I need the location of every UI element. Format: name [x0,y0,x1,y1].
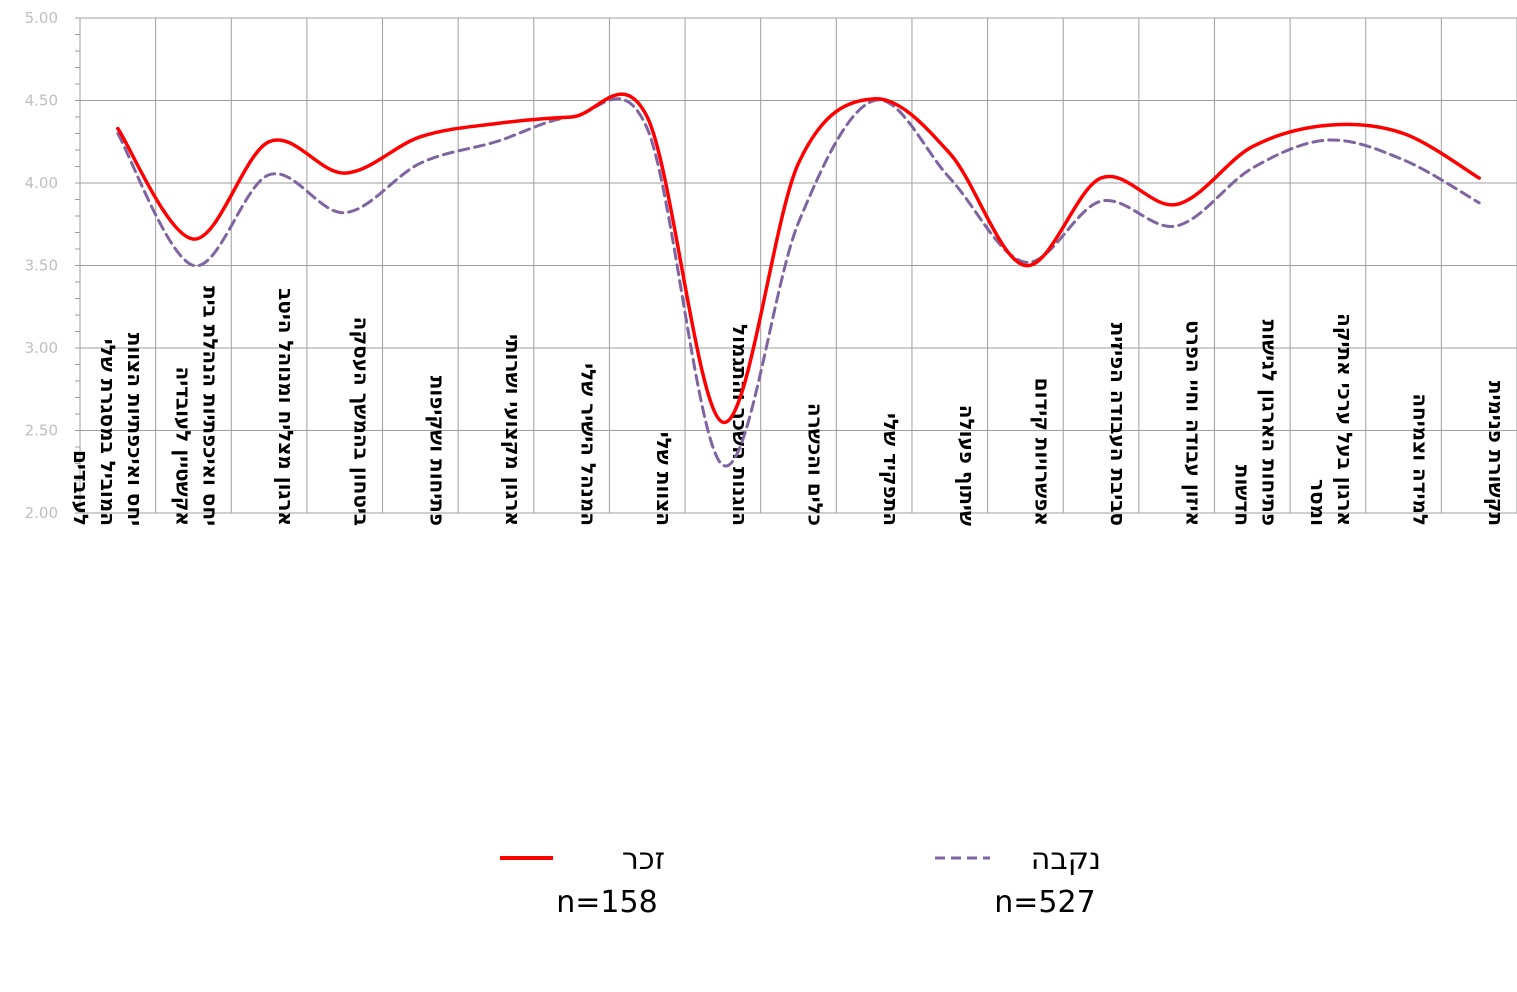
x-tick-label: איזון עבודה וחיי הפרט [1182,320,1206,526]
x-axis: יחס ואיכפתיות הצוותהמוביל במסגרת שלילעוב… [69,286,1508,526]
y-tick-label: 3.50 [25,257,58,275]
x-tick-label: המנהל הישיר שלי [577,363,601,526]
y-tick-label: 4.00 [25,174,58,192]
legend-n-female: n=527 [994,885,1095,920]
x-tick-label: אפשרויות קידום [1030,378,1054,526]
x-tick-label: יחס ואיכפתיות הנהלת ביתאקשטיין לעובדיה [171,286,222,526]
x-tick-label: ביטחון בהמשך העסקה [350,317,374,526]
x-tick-label: תקשורת פנימית [1484,381,1508,526]
y-tick-label: 2.00 [25,504,58,522]
series-line-female [116,97,1481,468]
x-tick-label: ארגון בעל ערכי אתיקהומסר [1306,313,1357,526]
x-tick-label: סביבת העבודה הפיזית [1106,323,1130,526]
x-tick-label: התפקיד שלי [879,413,903,526]
grid-lines [75,17,1517,514]
y-tick-label: 4.50 [25,92,58,110]
x-tick-label: כלים והכשרה [804,403,828,526]
legend-n-male: n=158 [556,885,657,920]
y-axis: 2.00 2.50 3.00 3.50 4.00 4.50 5.00 [25,9,58,522]
x-tick-label: ארגון מקצועי ושרותי [501,334,525,526]
x-tick-label: הצוות שלי [652,432,676,526]
series-line-male [116,92,1481,424]
legend-label-female: נקבה [1031,842,1101,877]
x-tick-label: פתיחות ושקיפות [425,376,449,526]
x-tick-label: שיתוף פעולה [955,405,979,526]
y-tick-label: 5.00 [25,9,58,27]
y-tick-label: 3.00 [25,339,58,357]
legend: זכר n=158 נקבה n=527 [500,842,1101,920]
series-lines [116,92,1481,468]
x-tick-label: למידה וצמיחה [1409,393,1433,526]
x-tick-label: פתיחות הארגון לגישותחדשות [1230,319,1281,526]
x-tick-label: יחס ואיכפתיות הצוותהמוביל במסגרת שלילעוב… [69,333,147,526]
x-tick-label: ארגון מצליח ומנוהל היטב [274,288,298,526]
legend-label-male: זכר [622,842,665,877]
y-tick-label: 2.50 [25,422,58,440]
